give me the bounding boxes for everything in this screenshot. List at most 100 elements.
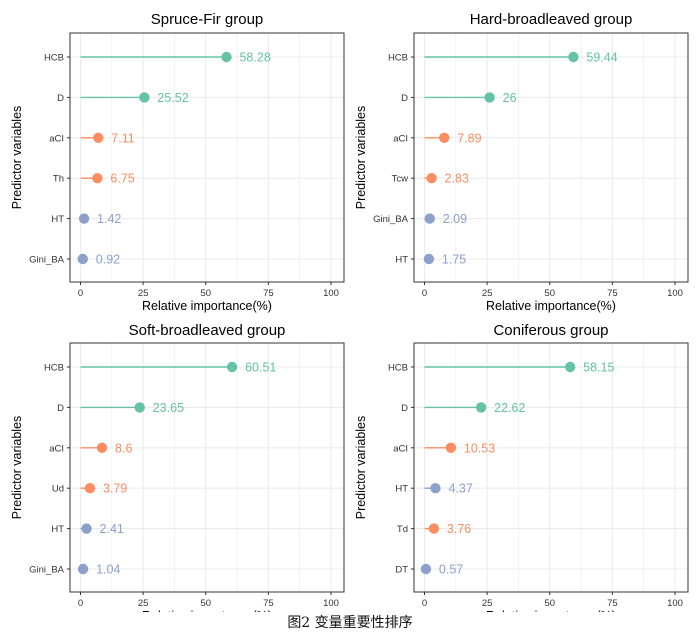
panel-background (414, 33, 688, 282)
lollipop-point (139, 92, 150, 103)
x-tick-label: 50 (544, 288, 555, 299)
value-label: 3.79 (103, 482, 127, 496)
value-label: 2.41 (100, 522, 124, 536)
x-tick-label: 75 (607, 598, 618, 609)
x-tick-label: 75 (607, 288, 618, 299)
lollipop-point (77, 563, 89, 575)
y-tick-label: Gini_BA (29, 565, 65, 576)
panel-background (70, 33, 344, 282)
lollipop-point (424, 213, 435, 224)
y-tick-label: Tcw (392, 174, 409, 185)
lollipop-point (428, 523, 440, 534)
chart-title: Soft-broadleaved group (129, 322, 286, 339)
panel-border (413, 32, 689, 283)
value-label: 23.65 (153, 401, 184, 415)
value-label: 25.52 (157, 91, 188, 105)
y-tick-label: Td (397, 524, 408, 535)
x-tick-label: 25 (138, 598, 149, 609)
y-tick-label: HCB (388, 53, 408, 64)
x-tick-label: 25 (482, 598, 493, 609)
lollipop-point (78, 213, 90, 224)
value-label: 0.92 (96, 253, 120, 267)
y-tick-label: D (401, 93, 408, 104)
value-label: 1.04 (96, 563, 120, 577)
y-tick-label: D (57, 403, 64, 414)
value-label: 6.75 (110, 172, 134, 186)
lollipop-point (475, 402, 487, 413)
x-tick-label: 50 (544, 598, 555, 609)
lollipop-point (430, 483, 441, 494)
y-tick-label: HT (51, 524, 64, 535)
value-label: 3.76 (447, 522, 471, 536)
x-tick-label: 0 (78, 288, 83, 299)
x-tick-label: 50 (200, 598, 211, 609)
chart-title: Hard-broadleaved group (470, 11, 633, 28)
value-label: 2.83 (445, 172, 469, 186)
x-axis-label: Relative importance(%) (486, 299, 616, 313)
x-tick-label: 100 (667, 598, 683, 609)
value-label: 4.37 (448, 482, 472, 496)
y-tick-label: D (57, 93, 64, 104)
chart-title: Spruce-Fir group (151, 11, 264, 28)
lollipop-point (134, 402, 145, 413)
figure-caption: 图2 变量重要性排序 (287, 615, 413, 631)
y-tick-label: aCI (49, 443, 64, 454)
lollipop-point (426, 173, 437, 184)
lollipop-point (484, 92, 495, 103)
panel-background (414, 343, 688, 592)
lollipop-point (568, 51, 579, 63)
x-tick-label: 100 (323, 288, 339, 299)
y-tick-label: HCB (44, 53, 64, 64)
x-axis-label: Relative importance(%) (142, 299, 272, 313)
lollipop-point (84, 483, 96, 494)
x-tick-label: 75 (263, 288, 274, 299)
x-tick-label: 100 (667, 288, 683, 299)
panel-border (69, 32, 345, 283)
lollipop-point (96, 442, 108, 453)
y-tick-label: aCI (393, 443, 408, 454)
x-tick-label: 100 (323, 598, 339, 609)
value-label: 10.53 (464, 441, 495, 455)
lollipop-point (221, 51, 232, 63)
lollipop-point (92, 173, 103, 184)
y-tick-label: HT (51, 214, 64, 225)
x-tick-label: 50 (200, 288, 211, 299)
y-axis-label: Predictor variables (10, 416, 24, 520)
lollipop-point (564, 361, 576, 373)
y-axis-label: Predictor variables (354, 106, 368, 210)
lollipop-point (420, 563, 432, 575)
value-label: 59.44 (586, 51, 617, 65)
panel-border (413, 342, 689, 593)
y-tick-label: DT (395, 565, 408, 576)
panel-border (69, 342, 345, 593)
lollipop-point (93, 132, 104, 143)
lollipop-point (439, 132, 450, 143)
value-label: 0.57 (439, 563, 463, 577)
y-axis-label: Predictor variables (354, 416, 368, 520)
value-label: 22.62 (494, 401, 525, 415)
chart-title: Coniferous group (493, 322, 608, 339)
y-tick-label: aCI (49, 133, 64, 144)
y-tick-label: Gini_BA (29, 255, 65, 266)
value-label: 60.51 (245, 361, 276, 375)
x-tick-label: 0 (78, 598, 83, 609)
value-label: 1.75 (442, 253, 466, 267)
lollipop-point (77, 253, 89, 265)
lollipop-point (423, 253, 435, 265)
y-axis-label: Predictor variables (10, 106, 24, 210)
x-tick-label: 0 (422, 288, 427, 299)
y-tick-label: Th (53, 174, 64, 185)
y-tick-label: aCI (393, 133, 408, 144)
lollipop-point (81, 523, 92, 534)
x-tick-label: 25 (138, 288, 149, 299)
x-tick-label: 25 (482, 288, 493, 299)
panel-background (70, 343, 344, 592)
lollipop-point (445, 442, 457, 453)
value-label: 2.09 (443, 212, 467, 226)
